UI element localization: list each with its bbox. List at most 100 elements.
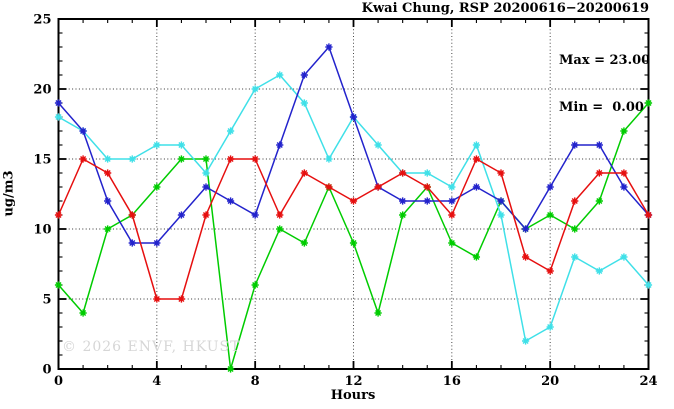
green-series-point [54, 281, 63, 289]
blue-series-point [153, 239, 161, 247]
page-title: Kwai Chung, RSP 20200616−20200619 [361, 1, 649, 16]
red-series [54, 155, 653, 303]
x-axis-label: Hours [330, 388, 376, 403]
blue-series-point [251, 211, 259, 219]
x-tick-label: 24 [639, 374, 657, 389]
green-series-point [546, 211, 554, 219]
x-tick-label: 4 [152, 374, 161, 389]
blue-series-point [423, 197, 431, 205]
red-series-point [374, 183, 382, 191]
green-series-point [276, 225, 284, 233]
cyan-series-point [448, 183, 456, 191]
cyan-series-point [472, 141, 481, 149]
red-series-point [325, 183, 333, 191]
cyan-series-point [497, 211, 505, 219]
y-axis-label: ug/m3 [1, 170, 17, 217]
y-tick-label: 25 [33, 13, 51, 28]
tick-labels: 0 5 10 15 20 25 0 4 8 12 16 20 24 [33, 13, 657, 390]
red-series-point [177, 295, 186, 303]
blue-series-point [54, 99, 63, 107]
red-series-point [620, 169, 628, 177]
x-tick-label: 8 [251, 374, 260, 389]
red-series-point [153, 295, 161, 303]
blue-series-point [128, 239, 136, 247]
green-series-point [300, 239, 308, 247]
red-series-point [497, 169, 505, 177]
cyan-series-point [54, 113, 63, 121]
blue-series-point [325, 43, 333, 51]
blue-series-point [177, 211, 186, 219]
green-series-point [595, 197, 603, 205]
red-series-point [595, 169, 603, 177]
red-series-point [276, 211, 284, 219]
green-series-point [620, 127, 628, 135]
red-series-point [202, 211, 210, 219]
red-series-point [521, 253, 530, 261]
y-tick-label: 15 [33, 153, 51, 168]
blue-series-point [546, 183, 554, 191]
stat-min: Min = 0.00 [559, 99, 644, 115]
blue-series-point [595, 141, 603, 149]
green-series-point [374, 309, 382, 317]
blue-series-point [349, 113, 358, 121]
green-series-point [472, 253, 481, 261]
x-tick-label: 20 [541, 374, 559, 389]
green-series-point [104, 225, 112, 233]
stat-max: Max = 23.00 [559, 53, 651, 68]
blue-series-point [79, 127, 87, 135]
green-series-point [349, 239, 358, 247]
cyan-series-point [153, 141, 161, 149]
plot-frame [57, 18, 650, 370]
red-series-point [399, 169, 407, 177]
red-series-point [300, 169, 308, 177]
blue-series-point [472, 183, 481, 191]
green-series-point [202, 155, 210, 163]
y-tick-label: 10 [33, 223, 51, 238]
cyan-series-point [128, 155, 136, 163]
cyan-series-point [571, 253, 579, 261]
green-series-point [226, 365, 235, 373]
blue-series-point [226, 197, 235, 205]
blue-series-point [399, 197, 407, 205]
red-series-point [546, 267, 554, 275]
red-series-point [349, 197, 358, 205]
cyan-series-point [374, 141, 382, 149]
cyan-series-point [202, 169, 210, 177]
cyan-series-point [276, 71, 284, 79]
cyan-series-point [521, 337, 530, 345]
green-series-point [399, 211, 407, 219]
red-series-point [54, 211, 63, 219]
cyan-series-point [595, 267, 603, 275]
watermark: © 2026 ENVF, HKUST [62, 339, 241, 355]
x-tick-label: 0 [54, 374, 63, 389]
y-tick-label: 5 [42, 293, 51, 308]
red-series-point [472, 155, 481, 163]
red-series-point [251, 155, 259, 163]
green-series-point [79, 309, 87, 317]
cyan-series-point [325, 155, 333, 163]
stat-box: Max = 23.00 Min = 0.00 [559, 22, 650, 146]
x-tick-label: 16 [443, 374, 461, 389]
green-series-point [251, 281, 259, 289]
green-series-point [177, 155, 186, 163]
cyan-series-point [300, 99, 308, 107]
blue-series-point [104, 197, 112, 205]
green-series-point [448, 239, 456, 247]
gridlines [58, 19, 649, 369]
cyan-series-point [546, 323, 554, 331]
blue-series-point [497, 197, 505, 205]
green-series-point [153, 183, 161, 191]
green-series-point [644, 99, 653, 107]
blue-series-point [276, 141, 284, 149]
cyan-series-point [620, 253, 628, 261]
cyan-series-point [177, 141, 186, 149]
cyan-series-point [423, 169, 431, 177]
red-series-point [128, 211, 136, 219]
red-series-point [423, 183, 431, 191]
red-series-point [644, 211, 653, 219]
x-tick-label: 12 [344, 374, 362, 389]
red-series-point [226, 155, 235, 163]
y-tick-label: 20 [33, 83, 51, 98]
